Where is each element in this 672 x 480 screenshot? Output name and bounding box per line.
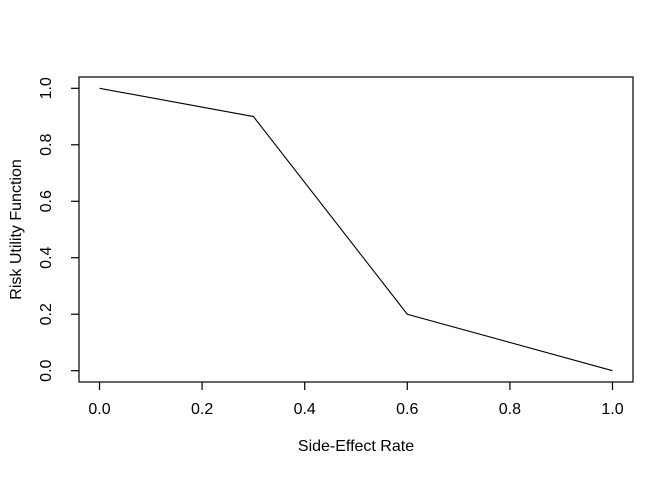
y-tick-label: 0.4 [38,247,55,269]
plot-box [78,76,634,383]
y-tick-label: 0.0 [38,359,55,381]
x-tick-label: 0.0 [88,401,110,418]
y-tick-label: 0.2 [38,303,55,325]
y-axis-label: Risk Utility Function [8,159,25,299]
x-tick-label: 1.0 [601,401,623,418]
x-tick-label: 0.6 [396,401,418,418]
x-axis-label: Side-Effect Rate [298,438,414,455]
x-tick-label: 0.8 [499,401,521,418]
data-line [99,87,613,372]
chart-generated-content: 0.0 0.2 0.4 0.6 0.8 1.0 0.0 0.2 0.4 0.6 0.8 1.0 [38,76,634,418]
y-tick-label: 0.8 [38,134,55,156]
x-tick-label: 0.2 [191,401,213,418]
x-tick-label: 0.4 [294,401,316,418]
y-tick-label: 0.6 [38,190,55,212]
y-tick-label: 1.0 [38,77,55,99]
